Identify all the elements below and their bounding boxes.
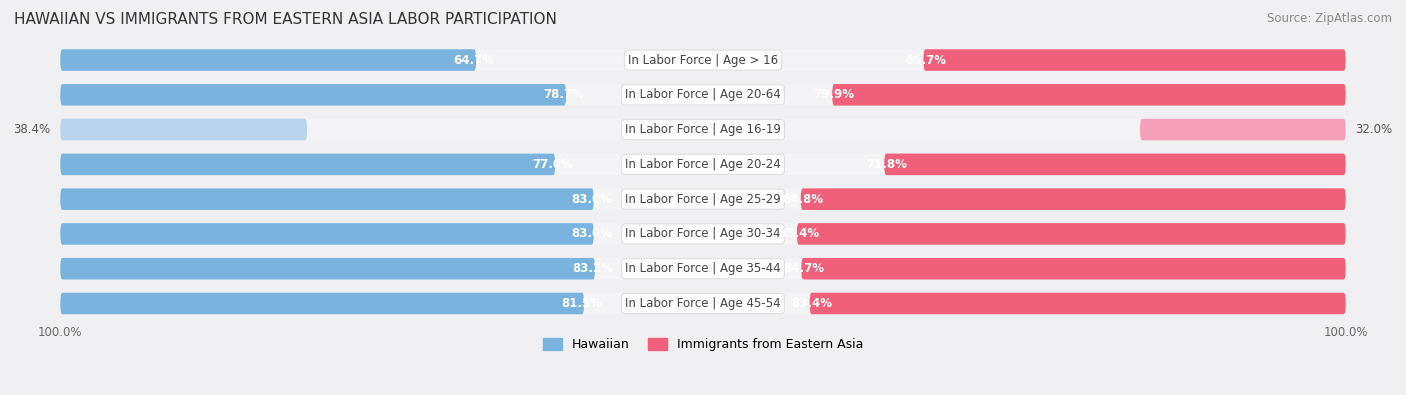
FancyBboxPatch shape [60, 119, 307, 140]
Text: 83.2%: 83.2% [572, 262, 613, 275]
FancyBboxPatch shape [60, 293, 1346, 314]
Text: 83.0%: 83.0% [571, 228, 612, 241]
FancyBboxPatch shape [60, 49, 1346, 71]
FancyBboxPatch shape [884, 154, 1346, 175]
FancyBboxPatch shape [60, 154, 555, 175]
Text: 78.7%: 78.7% [544, 88, 585, 102]
FancyBboxPatch shape [60, 258, 595, 280]
FancyBboxPatch shape [60, 223, 1346, 245]
Text: In Labor Force | Age > 16: In Labor Force | Age > 16 [628, 54, 778, 66]
Text: In Labor Force | Age 20-24: In Labor Force | Age 20-24 [626, 158, 780, 171]
FancyBboxPatch shape [60, 49, 477, 71]
FancyBboxPatch shape [1140, 119, 1346, 140]
Text: In Labor Force | Age 16-19: In Labor Force | Age 16-19 [626, 123, 780, 136]
Text: 79.9%: 79.9% [814, 88, 855, 102]
FancyBboxPatch shape [60, 84, 567, 105]
FancyBboxPatch shape [797, 223, 1346, 245]
FancyBboxPatch shape [924, 49, 1346, 71]
FancyBboxPatch shape [60, 84, 1346, 105]
FancyBboxPatch shape [60, 293, 583, 314]
FancyBboxPatch shape [800, 188, 1346, 210]
FancyBboxPatch shape [60, 188, 593, 210]
Text: In Labor Force | Age 45-54: In Labor Force | Age 45-54 [626, 297, 780, 310]
Text: 77.0%: 77.0% [533, 158, 574, 171]
FancyBboxPatch shape [832, 84, 1346, 105]
Text: 83.4%: 83.4% [792, 297, 832, 310]
FancyBboxPatch shape [60, 223, 593, 245]
Text: 71.8%: 71.8% [866, 158, 907, 171]
Text: 84.7%: 84.7% [783, 262, 824, 275]
Text: 83.0%: 83.0% [571, 193, 612, 206]
FancyBboxPatch shape [801, 258, 1346, 280]
Text: In Labor Force | Age 25-29: In Labor Force | Age 25-29 [626, 193, 780, 206]
Text: 65.7%: 65.7% [905, 54, 946, 66]
FancyBboxPatch shape [810, 293, 1346, 314]
Text: 84.8%: 84.8% [782, 193, 823, 206]
Text: HAWAIIAN VS IMMIGRANTS FROM EASTERN ASIA LABOR PARTICIPATION: HAWAIIAN VS IMMIGRANTS FROM EASTERN ASIA… [14, 12, 557, 27]
Text: 81.5%: 81.5% [561, 297, 603, 310]
FancyBboxPatch shape [60, 154, 1346, 175]
Legend: Hawaiian, Immigrants from Eastern Asia: Hawaiian, Immigrants from Eastern Asia [538, 333, 868, 356]
Text: 85.4%: 85.4% [778, 228, 820, 241]
FancyBboxPatch shape [60, 188, 1346, 210]
FancyBboxPatch shape [60, 119, 1346, 140]
FancyBboxPatch shape [60, 258, 1346, 280]
Text: In Labor Force | Age 30-34: In Labor Force | Age 30-34 [626, 228, 780, 241]
Text: Source: ZipAtlas.com: Source: ZipAtlas.com [1267, 12, 1392, 25]
Text: 38.4%: 38.4% [14, 123, 51, 136]
Text: In Labor Force | Age 20-64: In Labor Force | Age 20-64 [626, 88, 780, 102]
Text: 32.0%: 32.0% [1355, 123, 1392, 136]
Text: 64.7%: 64.7% [454, 54, 495, 66]
Text: In Labor Force | Age 35-44: In Labor Force | Age 35-44 [626, 262, 780, 275]
